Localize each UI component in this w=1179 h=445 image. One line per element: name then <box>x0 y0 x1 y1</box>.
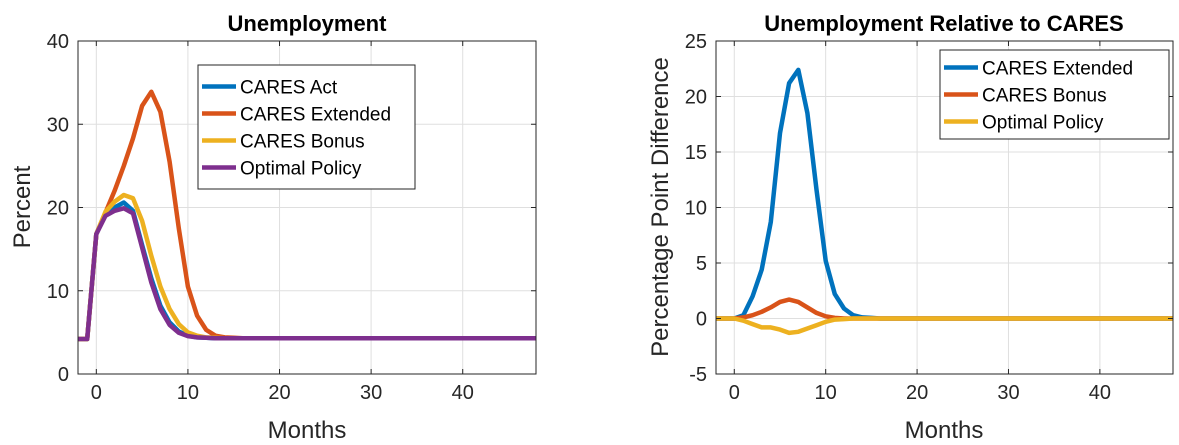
legend-label: Optimal Policy <box>982 113 1104 134</box>
y-tick-label: 10 <box>685 198 707 220</box>
x-tick-label: 30 <box>997 382 1019 404</box>
x-tick-label: 20 <box>268 382 290 404</box>
chart-title: Unemployment Relative to CARES <box>764 11 1123 36</box>
x-axis-label: Months <box>268 417 347 444</box>
x-tick-label: 40 <box>1089 382 1111 404</box>
series-line-optimal-policy <box>716 316 1173 336</box>
chart-title: Unemployment <box>228 11 388 36</box>
unemployment-relative-chart: 0 10 20 30 40 -5 0 5 10 15 20 25 Unemployment Relat… <box>647 11 1174 444</box>
legend-box <box>939 49 1170 140</box>
x-tick-label: 10 <box>177 382 199 404</box>
y-tick-label: 15 <box>685 142 707 164</box>
y-tick-label: 0 <box>58 364 69 386</box>
y-tick-label: -5 <box>689 364 707 386</box>
legend-label: CARES Bonus <box>240 132 365 153</box>
legend-label: CARES Extended <box>240 105 391 126</box>
unemployment-chart: 0 10 20 30 40 0 10 20 30 40 Unemployment Months P… <box>9 11 537 444</box>
y-tick-label: 30 <box>47 114 69 136</box>
legend-label: CARES Act <box>240 78 338 99</box>
y-tick-label: 20 <box>685 87 707 109</box>
plot-frame <box>715 40 1174 375</box>
x-tick-label: 10 <box>815 382 837 404</box>
series-line-optimal-policy <box>78 206 536 342</box>
legend-label: CARES Bonus <box>982 86 1107 107</box>
x-tick-label: 0 <box>91 382 102 404</box>
y-tick-label: 25 <box>685 31 707 53</box>
y-tick-label: 5 <box>696 253 707 275</box>
y-tick-label: 10 <box>47 281 69 303</box>
y-tick-label: 0 <box>696 309 707 331</box>
legend-label: Optimal Policy <box>240 159 362 180</box>
x-tick-label: 40 <box>452 382 474 404</box>
y-axis-label: Percent <box>9 165 36 248</box>
x-tick-label: 30 <box>360 382 382 404</box>
y-axis-label: Percentage Point Difference <box>647 57 674 357</box>
x-axis-label: Months <box>905 417 984 444</box>
x-tick-label: 20 <box>906 382 928 404</box>
plot-frame <box>77 40 537 375</box>
legend-label: CARES Extended <box>982 59 1133 80</box>
x-tick-label: 0 <box>729 382 740 404</box>
y-tick-label: 20 <box>47 198 69 220</box>
y-tick-label: 40 <box>47 31 69 53</box>
